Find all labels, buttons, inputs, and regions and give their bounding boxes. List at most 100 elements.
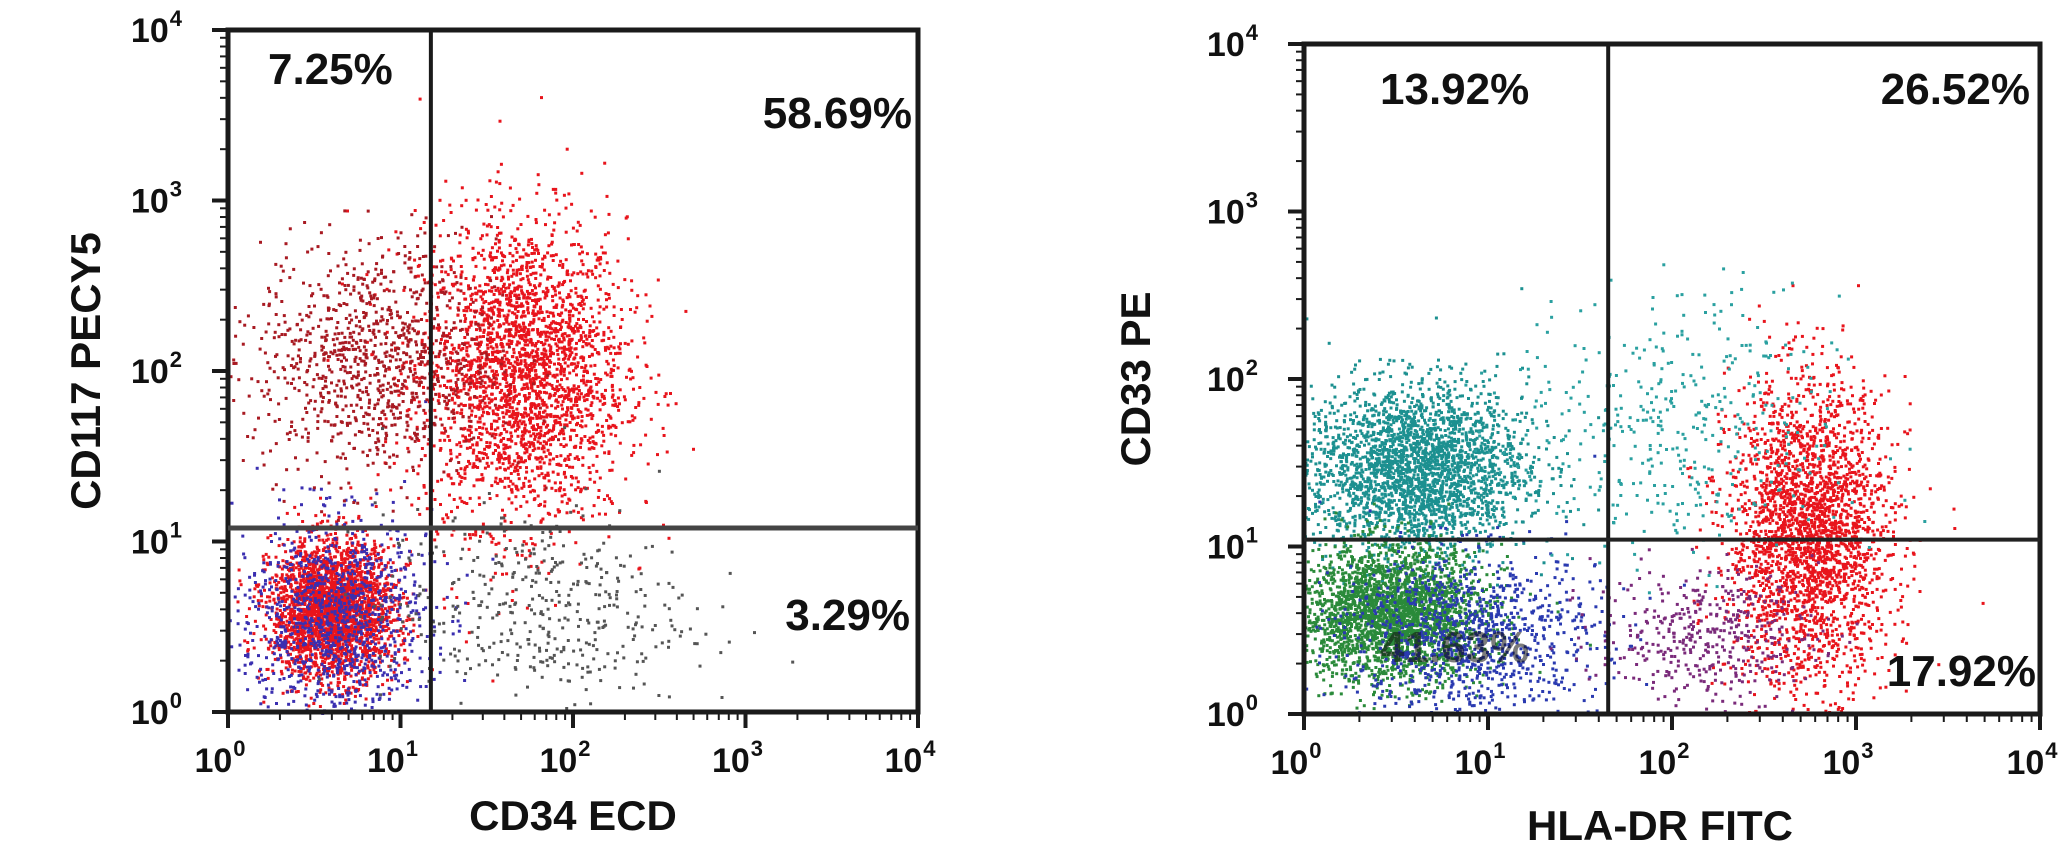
event-dot bbox=[497, 541, 501, 545]
event-dot bbox=[606, 231, 610, 235]
event-dot bbox=[603, 233, 607, 237]
event-dot bbox=[540, 381, 544, 385]
event-dot bbox=[633, 310, 637, 314]
event-dot bbox=[252, 632, 256, 636]
event-dot bbox=[518, 419, 522, 423]
event-dot bbox=[536, 440, 540, 444]
event-dot bbox=[496, 444, 500, 448]
event-dot bbox=[366, 554, 370, 557]
event-dot bbox=[592, 372, 596, 376]
event-dot bbox=[341, 642, 345, 646]
event-dot bbox=[366, 608, 370, 612]
event-dot bbox=[530, 328, 534, 332]
event-dot bbox=[464, 640, 468, 644]
event-dot bbox=[422, 278, 426, 282]
event-dot bbox=[372, 572, 376, 576]
event-dot bbox=[343, 647, 346, 651]
event-dot bbox=[599, 257, 603, 261]
event-dot bbox=[539, 305, 542, 309]
event-dot bbox=[467, 388, 471, 392]
event-dot bbox=[473, 286, 477, 290]
event-dot bbox=[532, 314, 536, 318]
event-dot bbox=[522, 310, 526, 313]
event-dot bbox=[535, 359, 539, 363]
event-dot bbox=[565, 501, 569, 505]
event-dot bbox=[334, 585, 338, 589]
event-dot bbox=[550, 242, 554, 246]
event-dot bbox=[460, 270, 464, 274]
event-dot bbox=[601, 402, 605, 406]
event-dot bbox=[537, 183, 541, 187]
event-dot bbox=[534, 244, 538, 248]
event-dot bbox=[569, 483, 573, 487]
event-dot bbox=[503, 364, 507, 368]
event-dot bbox=[527, 261, 531, 265]
event-dot bbox=[514, 394, 518, 398]
event-dot bbox=[594, 377, 598, 380]
event-dot bbox=[478, 420, 482, 424]
event-dot bbox=[638, 566, 642, 570]
event-dot bbox=[388, 634, 392, 638]
event-dot bbox=[532, 318, 536, 322]
event-dot bbox=[482, 384, 485, 388]
event-dot bbox=[566, 386, 570, 390]
event-dot bbox=[392, 461, 396, 465]
event-dot bbox=[313, 610, 317, 614]
event-dot bbox=[563, 347, 567, 351]
event-dot bbox=[513, 237, 517, 241]
event-dot bbox=[512, 372, 516, 376]
event-dot bbox=[538, 282, 542, 286]
event-dot bbox=[397, 634, 401, 638]
event-dot bbox=[353, 563, 357, 567]
event-dot bbox=[500, 388, 504, 392]
event-dot bbox=[560, 378, 563, 382]
event-dot bbox=[570, 273, 574, 277]
event-dot bbox=[335, 541, 339, 545]
event-dot bbox=[570, 351, 574, 355]
event-dot bbox=[489, 378, 493, 382]
event-dot bbox=[578, 324, 582, 328]
event-dot bbox=[303, 665, 307, 669]
event-dot bbox=[355, 574, 359, 578]
event-dot bbox=[576, 416, 580, 419]
event-dot bbox=[337, 515, 341, 519]
event-dot bbox=[509, 464, 513, 468]
event-dot bbox=[453, 420, 457, 424]
event-dot bbox=[536, 357, 540, 361]
event-dot bbox=[667, 536, 671, 540]
event-dot bbox=[272, 597, 276, 601]
event-dot bbox=[378, 631, 381, 635]
event-dot bbox=[536, 340, 540, 344]
event-dot bbox=[480, 297, 484, 301]
event-dot bbox=[459, 480, 463, 484]
event-dot bbox=[285, 511, 289, 515]
event-dot bbox=[345, 590, 349, 594]
event-dot bbox=[557, 510, 561, 514]
event-dot bbox=[465, 330, 469, 334]
event-dot bbox=[612, 368, 615, 372]
event-dot bbox=[488, 432, 492, 436]
event-dot bbox=[373, 584, 377, 587]
event-dot bbox=[590, 389, 594, 393]
event-dot bbox=[612, 305, 616, 309]
event-dot bbox=[528, 445, 532, 449]
event-dot bbox=[571, 306, 575, 310]
event-dot bbox=[534, 300, 538, 303]
event-dot bbox=[559, 443, 563, 447]
event-dot bbox=[346, 658, 350, 661]
event-dot bbox=[666, 403, 670, 407]
event-dot bbox=[316, 635, 320, 639]
event-dot bbox=[515, 485, 519, 489]
event-dot bbox=[497, 231, 501, 235]
event-dot bbox=[499, 324, 502, 328]
event-dot bbox=[481, 407, 485, 411]
event-dot bbox=[412, 623, 416, 627]
event-dot bbox=[325, 597, 329, 601]
event-dot bbox=[554, 321, 557, 325]
event-dot bbox=[504, 368, 508, 372]
event-dot bbox=[288, 662, 291, 666]
event-dot bbox=[318, 613, 322, 617]
event-dot bbox=[394, 346, 397, 350]
event-dot bbox=[533, 305, 537, 309]
event-dot bbox=[481, 522, 485, 526]
